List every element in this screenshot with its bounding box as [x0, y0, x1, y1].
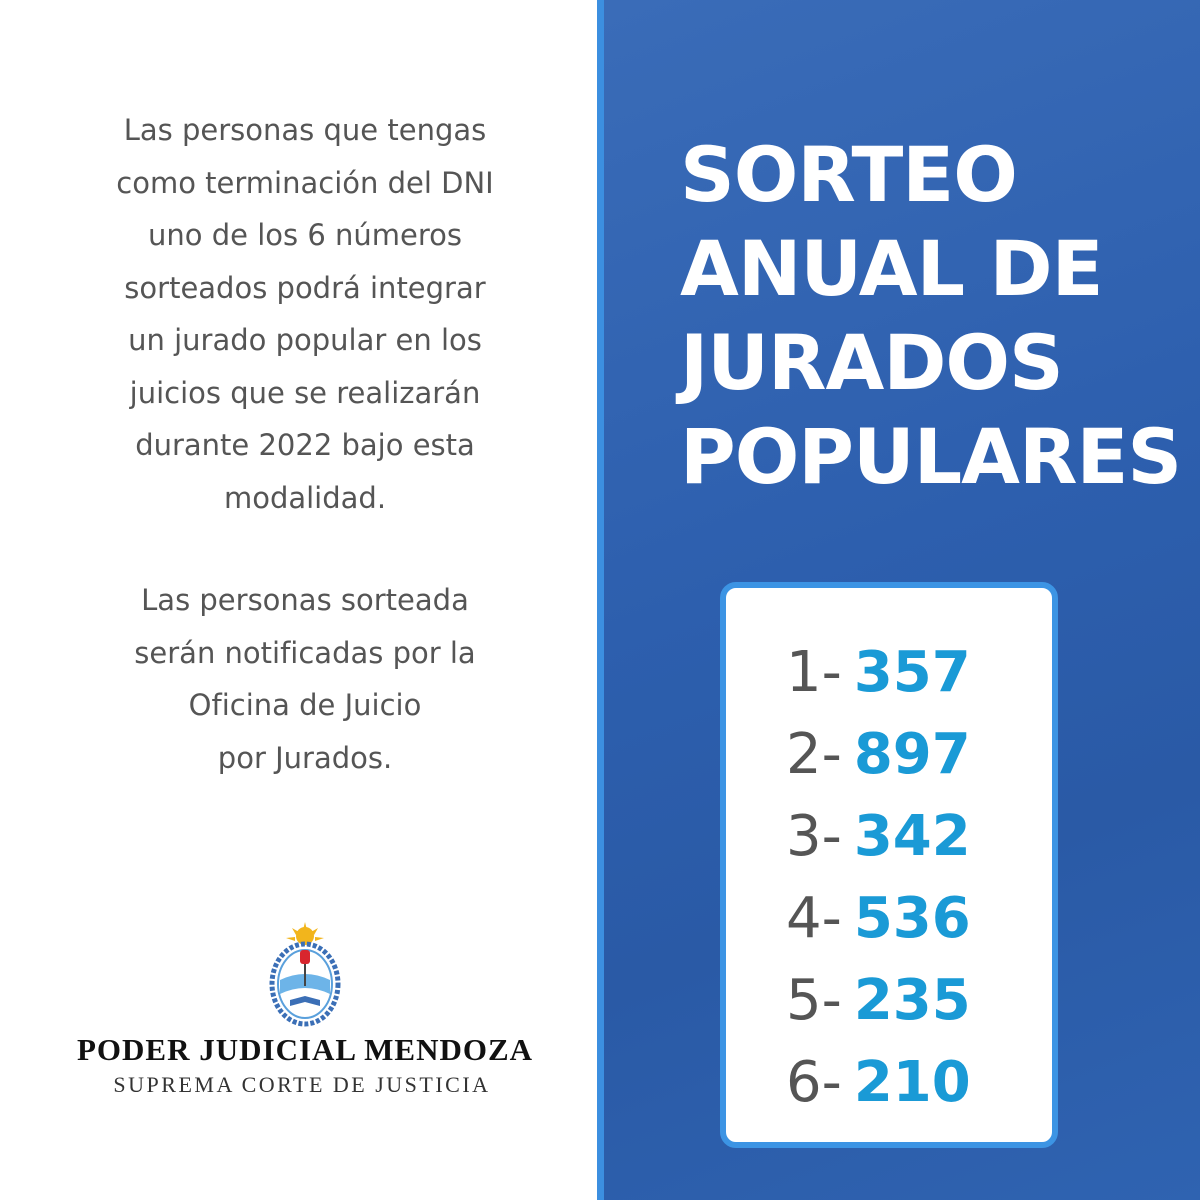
notice-paragraph: Las personas sorteada serán notificadas p…: [0, 574, 610, 784]
text-line: Oficina de Juicio: [188, 688, 422, 722]
coat-of-arms: [269, 922, 341, 1027]
text-line: Las personas sorteada: [141, 583, 469, 617]
text-line: modalidad.: [223, 480, 387, 515]
draw-label: 2-: [786, 722, 842, 787]
draw-item: 4- 536: [786, 878, 971, 960]
title-line: JURADOS: [680, 318, 1064, 407]
text-line: un jurado popular en los: [128, 323, 482, 357]
draw-item: 1- 357: [786, 632, 971, 714]
text-line: como terminación del DNI: [116, 165, 494, 200]
draw-label: 6-: [786, 1050, 842, 1115]
text-line: uno de los 6 números: [148, 218, 462, 252]
org-subtitle: SUPREMA CORTE DE JUSTICIA: [113, 1072, 491, 1097]
draw-label: 1-: [786, 640, 842, 705]
draw-item: 3- 342: [786, 796, 971, 878]
text-line: serán notificadas por la: [134, 635, 476, 670]
draw-number: 897: [853, 722, 971, 787]
intro-paragraph: Las personas que tengas como terminación …: [0, 104, 610, 524]
text-line: Las personas que tengas: [123, 113, 487, 147]
title: SORTEO ANUAL DE JURADOS POPULARES: [680, 128, 1182, 504]
org-name: PODER JUDICIAL MENDOZA: [76, 1032, 534, 1067]
draw-label: 5-: [786, 968, 842, 1033]
title-line: SORTEO: [680, 130, 1018, 219]
right-panel: SORTEO ANUAL DE JURADOS POPULARES 1- 357 2- 89…: [604, 0, 1200, 1200]
draw-label: 4-: [786, 886, 842, 951]
divider: [597, 0, 604, 1200]
draw-number: 357: [853, 640, 971, 705]
draw-label: 3-: [786, 804, 842, 869]
draw-item: 6- 210: [786, 1042, 971, 1124]
text-line: por Jurados.: [217, 740, 393, 775]
draw-item: 2- 897: [786, 714, 971, 796]
text-line: sorteados podrá integrar: [124, 270, 486, 305]
text-line: durante 2022 bajo esta: [135, 428, 475, 462]
draw-number: 536: [853, 886, 971, 951]
draw-item: 5- 235: [786, 960, 971, 1042]
title-line: POPULARES: [680, 412, 1182, 501]
text-line: juicios que se realizarán: [129, 375, 481, 410]
draw-number: 342: [853, 804, 971, 869]
results-list: 1- 357 2- 897 3- 342 4- 536 5- 235 6- 210: [786, 632, 971, 1124]
results-box: 1- 357 2- 897 3- 342 4- 536 5- 235 6- 210: [720, 582, 1058, 1148]
title-line: ANUAL DE: [680, 224, 1104, 313]
draw-number: 235: [853, 968, 971, 1033]
draw-number: 210: [853, 1050, 971, 1115]
left-panel: Las personas que tengas como terminación …: [0, 0, 597, 1200]
